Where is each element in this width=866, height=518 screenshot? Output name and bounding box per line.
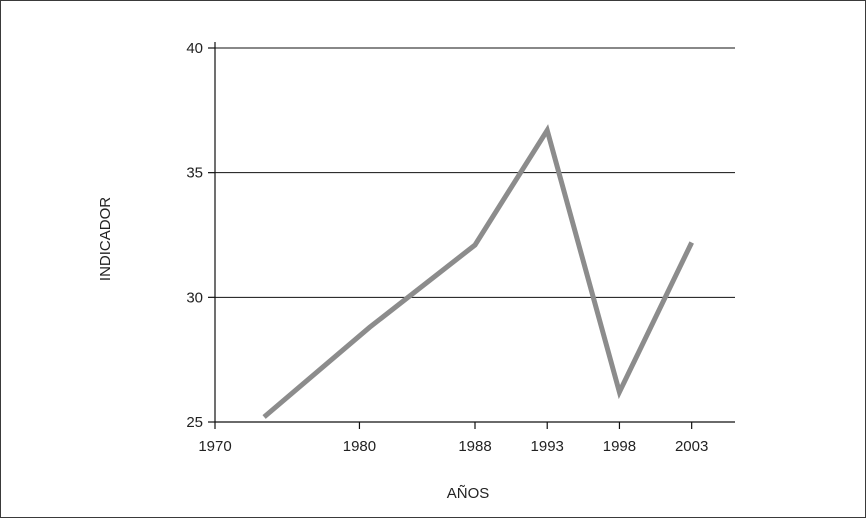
series-lines [262, 124, 694, 419]
series-line-0 [262, 124, 694, 419]
x-tick-label-1988: 1988 [458, 438, 491, 455]
x-tick-label-1970: 1970 [198, 438, 231, 455]
grid-lines [215, 47, 735, 298]
y-tick-label-35: 35 [186, 165, 203, 182]
x-tick-label-1998: 1998 [603, 438, 636, 455]
x-tick-label-1993: 1993 [531, 438, 564, 455]
tick-labels: 25 30 35 40 1970 1980 1988 1993 1998 2003 [186, 40, 708, 455]
y-tick-label-25: 25 [186, 414, 203, 431]
y-tick-label-30: 30 [186, 289, 203, 306]
y-axis-title: INDICADOR [97, 197, 114, 281]
y-tick-label-40: 40 [186, 40, 203, 57]
x-tick-label-2003: 2003 [675, 438, 708, 455]
axes [208, 42, 735, 429]
x-axis-title: AÑOS [447, 485, 490, 502]
x-tick-label-1980: 1980 [343, 438, 376, 455]
